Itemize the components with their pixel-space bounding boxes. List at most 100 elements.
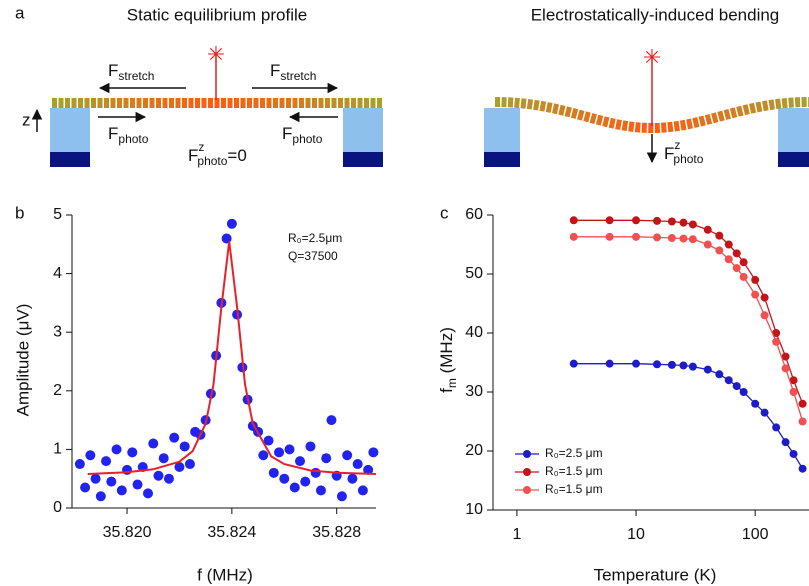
data-point	[95, 491, 106, 502]
data-point	[715, 246, 724, 255]
data-point	[739, 272, 748, 281]
data-point	[632, 359, 641, 368]
support	[50, 108, 90, 152]
data-point	[732, 382, 741, 391]
data-point	[179, 441, 190, 452]
x-tick-label: 1	[512, 526, 521, 543]
data-point	[653, 216, 662, 225]
legend-label: R₀=2.5 μm	[545, 446, 603, 460]
data-point	[148, 438, 159, 449]
data-point	[632, 216, 641, 225]
data-point	[111, 444, 122, 455]
axis-label: z	[22, 110, 31, 129]
data-point	[315, 485, 326, 496]
data-point	[760, 408, 769, 417]
y-tick-label: 1	[53, 441, 62, 458]
x-tick-label: 35.820	[103, 524, 152, 541]
data-point	[632, 232, 641, 241]
data-point	[184, 459, 195, 470]
data-point	[357, 485, 368, 496]
data-point	[101, 456, 112, 467]
data-point	[781, 438, 790, 447]
legend-label: R₀=1.5 μm	[545, 464, 603, 478]
x-tick-label: 100	[742, 526, 769, 543]
data-point	[158, 453, 169, 464]
data-point	[789, 449, 798, 458]
data-point	[653, 360, 662, 369]
data-point	[751, 275, 760, 284]
y-tick-label: 5	[53, 206, 62, 223]
data-point	[289, 482, 300, 493]
data-point	[679, 361, 688, 370]
data-point	[279, 473, 290, 484]
data-point	[724, 240, 733, 249]
y-axis-title: fm (MHz)	[437, 327, 459, 393]
data-point	[569, 359, 578, 368]
data-point	[724, 376, 733, 385]
data-point	[760, 311, 769, 320]
data-point	[679, 218, 688, 227]
data-point	[347, 473, 358, 484]
data-point	[363, 464, 374, 475]
x-tick-label: 35.824	[207, 524, 256, 541]
data-point	[772, 423, 781, 432]
data-point	[268, 467, 279, 478]
tip-star: ✳	[643, 45, 661, 70]
data-point	[321, 453, 332, 464]
force-label: Fz photo=0	[188, 140, 247, 168]
data-point	[732, 264, 741, 273]
y-axis-title: Amplitude (μV)	[13, 304, 32, 417]
data-point	[605, 359, 614, 368]
series-line	[573, 236, 804, 422]
x-tick-label: 10	[627, 526, 645, 543]
data-point	[258, 450, 269, 461]
panel-label: b	[15, 203, 24, 222]
data-point	[667, 234, 676, 243]
data-point	[169, 432, 180, 443]
support	[343, 108, 383, 152]
data-point	[569, 232, 578, 241]
data-point	[679, 234, 688, 243]
data-point	[732, 249, 741, 258]
data-point	[163, 473, 174, 484]
y-tick-label: 40	[465, 324, 483, 341]
data-point	[715, 370, 724, 379]
y-tick-label: 60	[465, 206, 483, 223]
series-line	[573, 219, 804, 405]
data-point	[688, 362, 697, 371]
y-tick-label: 30	[465, 383, 483, 400]
data-point	[305, 441, 316, 452]
data-point	[605, 216, 614, 225]
data-point	[739, 388, 748, 396]
data-point	[342, 450, 353, 461]
data-point	[751, 399, 760, 408]
force-label: Fphoto	[108, 124, 149, 146]
data-point	[605, 232, 614, 241]
force-label: Fstretch	[270, 61, 316, 83]
data-point	[781, 352, 790, 361]
annotation: R₀=2.5μm	[288, 231, 342, 245]
data-point	[106, 476, 117, 487]
data-point	[739, 258, 748, 267]
force-label: Fstretch	[108, 61, 154, 83]
data-point	[310, 467, 321, 478]
legend-label: R₀=1.5 μm	[545, 482, 603, 496]
series-line	[87, 241, 377, 475]
data-point	[116, 485, 127, 496]
data-point	[352, 459, 363, 470]
data-point	[368, 447, 379, 458]
panel-label: a	[15, 3, 25, 22]
data-point	[703, 365, 712, 374]
panel-label: c	[440, 203, 449, 222]
data-point	[143, 488, 153, 499]
data-point	[569, 216, 578, 225]
force-label: Fz photo	[664, 138, 704, 166]
data-point	[772, 337, 781, 346]
y-tick-label: 50	[465, 265, 483, 282]
x-tick-label: 35.828	[312, 524, 361, 541]
data-point	[798, 399, 807, 408]
diagram-title: Electrostatically-induced bending	[531, 5, 780, 24]
data-point	[326, 415, 337, 426]
